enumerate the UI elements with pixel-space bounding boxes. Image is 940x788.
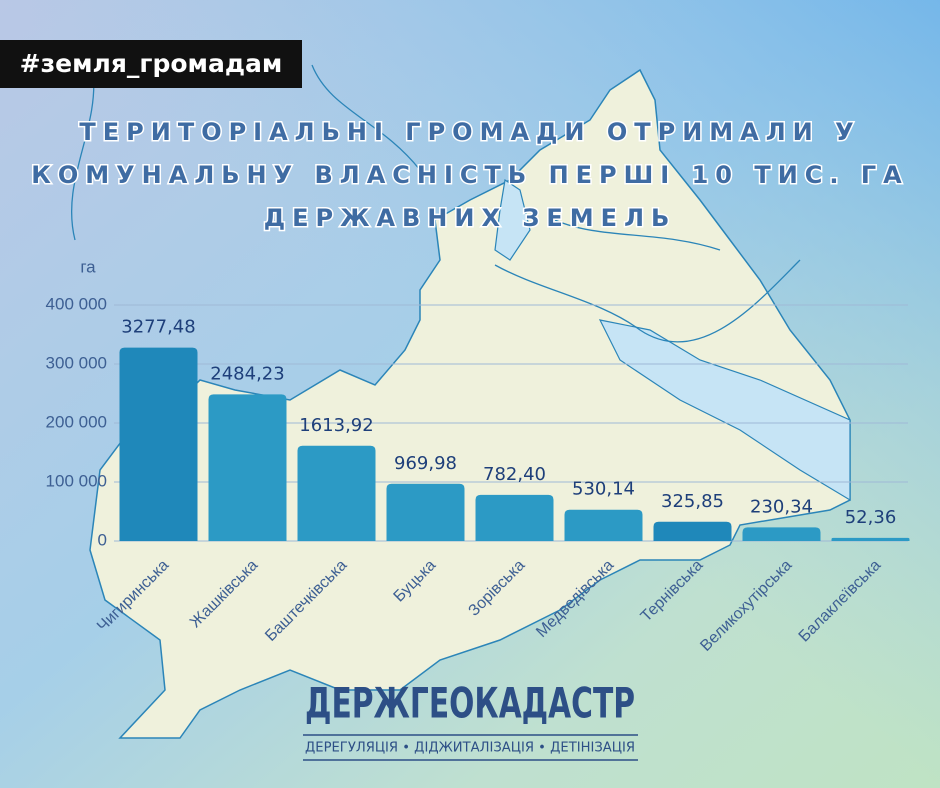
value-label: 52,36 — [845, 507, 897, 528]
river — [70, 64, 801, 343]
bar — [831, 537, 910, 541]
y-tick-label: 300 000 — [46, 353, 107, 372]
value-label: 2484,23 — [210, 363, 284, 384]
bar — [653, 521, 732, 541]
reservoir — [598, 319, 851, 502]
lake — [494, 178, 531, 261]
y-axis-label: га — [80, 257, 96, 276]
chart-title: ТЕРИТОРІАЛЬНІ ГРОМАДИ ОТРИМАЛИ У — [79, 118, 860, 146]
bar — [742, 527, 821, 541]
bar — [119, 347, 198, 541]
value-label: 3277,48 — [121, 317, 195, 338]
bar — [386, 483, 465, 541]
bar — [564, 509, 643, 541]
value-label: 530,14 — [572, 479, 635, 500]
hashtag-box — [0, 40, 302, 88]
value-label: 230,34 — [750, 496, 813, 517]
y-tick-label: 100 000 — [46, 471, 107, 490]
y-tick-label: 400 000 — [46, 294, 107, 313]
value-label: 969,98 — [394, 453, 457, 474]
chart-title: ДЕРЖАВНИХ ЗЕМЕЛЬ — [264, 204, 677, 232]
logo-name: ДЕРЖГЕОКАДАСТР — [305, 679, 635, 728]
logo-tagline: ДЕРЕГУЛЯЦІЯ • ДІДЖИТАЛІЗАЦІЯ • ДЕТІНІЗАЦ… — [305, 741, 635, 756]
bar — [208, 394, 287, 541]
chart-title: КОМУНАЛЬНУ ВЛАСНІСТЬ ПЕРШІ 10 ТИС. ГА — [31, 161, 908, 189]
value-label: 782,40 — [483, 464, 546, 485]
hashtag: #земля_громадам — [20, 49, 283, 78]
map-region — [89, 68, 851, 739]
y-tick-label: 0 — [98, 530, 107, 549]
bar — [475, 494, 554, 541]
value-label: 325,85 — [661, 491, 724, 512]
value-label: 1613,92 — [299, 415, 373, 436]
y-tick-label: 200 000 — [46, 412, 107, 431]
bar — [297, 445, 376, 541]
